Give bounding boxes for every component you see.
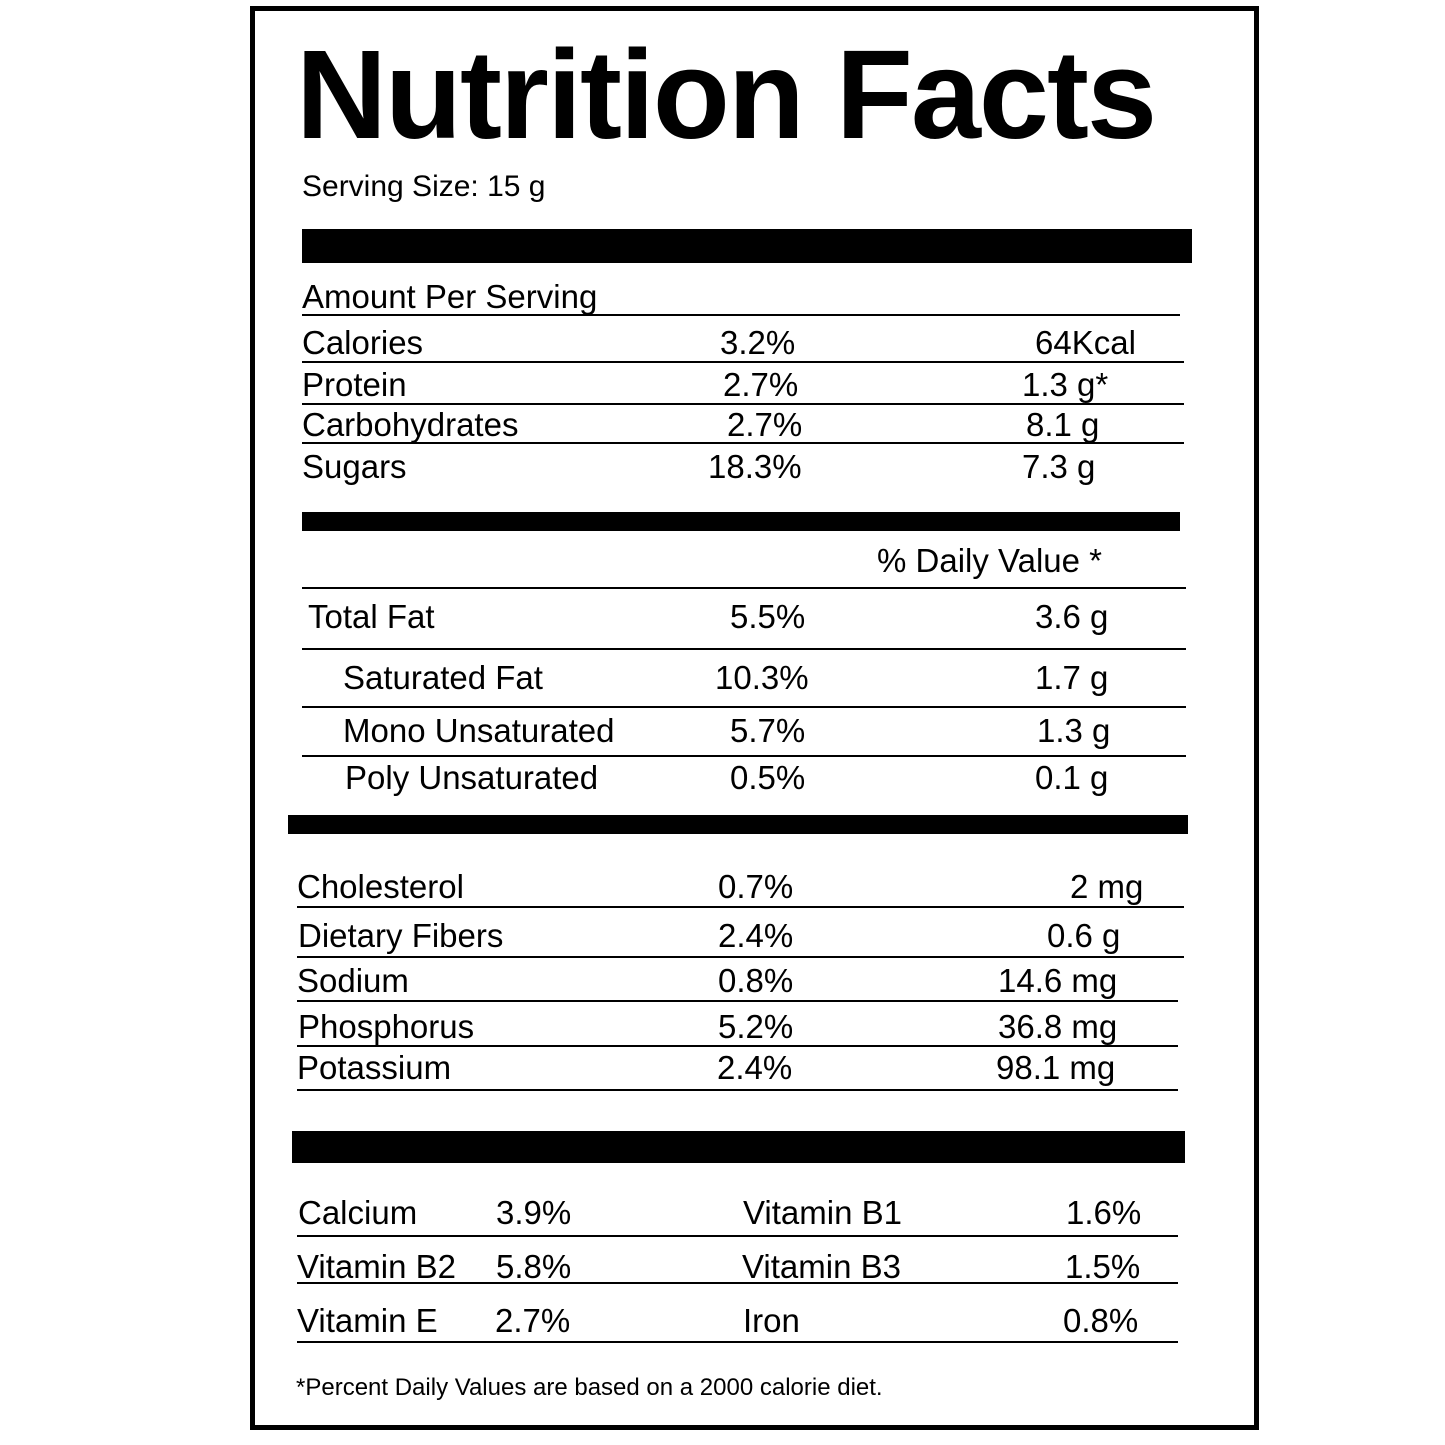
daily-value-header: % Daily Value * <box>877 542 1102 579</box>
divider <box>297 1282 1178 1284</box>
nutrient-name: Sugars <box>302 448 407 485</box>
nutrient-amount: 98.1 mg <box>996 1049 1116 1086</box>
vitamin-value: 2.7% <box>495 1302 571 1339</box>
nutrient-name: Poly Unsaturated <box>345 759 599 796</box>
divider <box>302 648 1186 650</box>
nutrient-percent: 2.7% <box>723 366 799 403</box>
divider <box>302 442 1184 444</box>
divider <box>302 587 1186 589</box>
nutrient-amount: 7.3 g <box>1022 448 1096 485</box>
nutrient-amount: 0.6 g <box>1047 917 1121 954</box>
nutrient-name: Total Fat <box>308 598 435 635</box>
nutrient-percent: 3.2% <box>720 324 796 361</box>
nutrient-name: Saturated Fat <box>343 659 543 696</box>
nutrient-amount: 36.8 mg <box>998 1008 1118 1045</box>
thick-divider <box>302 512 1180 531</box>
nutrient-name: Protein <box>302 366 407 403</box>
nutrient-amount: 8.1 g <box>1026 406 1100 443</box>
divider <box>302 403 1184 405</box>
divider <box>297 1089 1178 1091</box>
nutrient-name: Mono Unsaturated <box>343 712 615 749</box>
vitamin-value: 0.8% <box>1063 1302 1139 1339</box>
divider <box>302 755 1186 757</box>
thick-divider <box>302 229 1192 263</box>
thick-divider <box>288 815 1188 834</box>
nutrient-name: Sodium <box>297 962 409 999</box>
nutrient-percent: 2.7% <box>727 406 803 443</box>
divider <box>297 1045 1178 1047</box>
nutrient-percent: 5.5% <box>730 598 806 635</box>
nutrient-name: Dietary Fibers <box>298 917 504 954</box>
divider <box>297 906 1184 908</box>
serving-size: Serving Size: 15 g <box>302 170 546 203</box>
vitamin-name: Iron <box>743 1302 800 1339</box>
nutrient-name: Cholesterol <box>297 868 464 905</box>
nutrient-percent: 5.2% <box>718 1008 794 1045</box>
divider <box>302 361 1184 363</box>
nutrient-percent: 5.7% <box>730 712 806 749</box>
vitamin-name: Vitamin B2 <box>297 1248 456 1285</box>
divider <box>302 314 1180 316</box>
vitamin-name: Calcium <box>298 1194 418 1231</box>
nutrient-amount: 0.1 g <box>1035 759 1109 796</box>
divider <box>297 956 1184 958</box>
vitamin-value: 1.6% <box>1066 1194 1142 1231</box>
nutrient-percent: 2.4% <box>717 1049 793 1086</box>
nutrient-amount: 3.6 g <box>1035 598 1109 635</box>
vitamin-value: 3.9% <box>496 1194 572 1231</box>
nutrient-name: Calories <box>302 324 424 361</box>
nutrient-percent: 0.5% <box>730 759 806 796</box>
nutrient-amount: 2 mg <box>1070 868 1144 905</box>
nutrition-label-border <box>250 6 1259 1430</box>
thick-divider <box>292 1131 1185 1163</box>
divider <box>297 1341 1178 1343</box>
label-title: Nutrition Facts <box>296 24 1157 165</box>
nutrient-percent: 0.7% <box>718 868 794 905</box>
vitamin-name: Vitamin E <box>297 1302 438 1339</box>
amount-per-serving: Amount Per Serving <box>302 278 598 315</box>
divider <box>297 1000 1178 1002</box>
vitamin-value: 5.8% <box>496 1248 572 1285</box>
vitamin-value: 1.5% <box>1065 1248 1141 1285</box>
nutrient-name: Potassium <box>297 1049 452 1086</box>
footnote: *Percent Daily Values are based on a 200… <box>296 1374 883 1401</box>
nutrient-amount: 1.7 g <box>1035 659 1109 696</box>
nutrient-percent: 18.3% <box>708 448 802 485</box>
nutrient-name: Phosphorus <box>298 1008 475 1045</box>
vitamin-name: Vitamin B3 <box>742 1248 901 1285</box>
nutrient-amount: 1.3 g <box>1037 712 1111 749</box>
nutrient-amount: 14.6 mg <box>998 962 1118 999</box>
vitamin-name: Vitamin B1 <box>743 1194 902 1231</box>
nutrient-amount: 1.3 g* <box>1022 366 1109 403</box>
divider <box>297 1235 1178 1237</box>
nutrient-percent: 0.8% <box>718 962 794 999</box>
divider <box>302 706 1186 708</box>
nutrient-percent: 2.4% <box>718 917 794 954</box>
nutrient-amount: 64Kcal <box>1035 324 1136 361</box>
nutrient-percent: 10.3% <box>715 659 809 696</box>
nutrient-name: Carbohydrates <box>302 406 519 443</box>
